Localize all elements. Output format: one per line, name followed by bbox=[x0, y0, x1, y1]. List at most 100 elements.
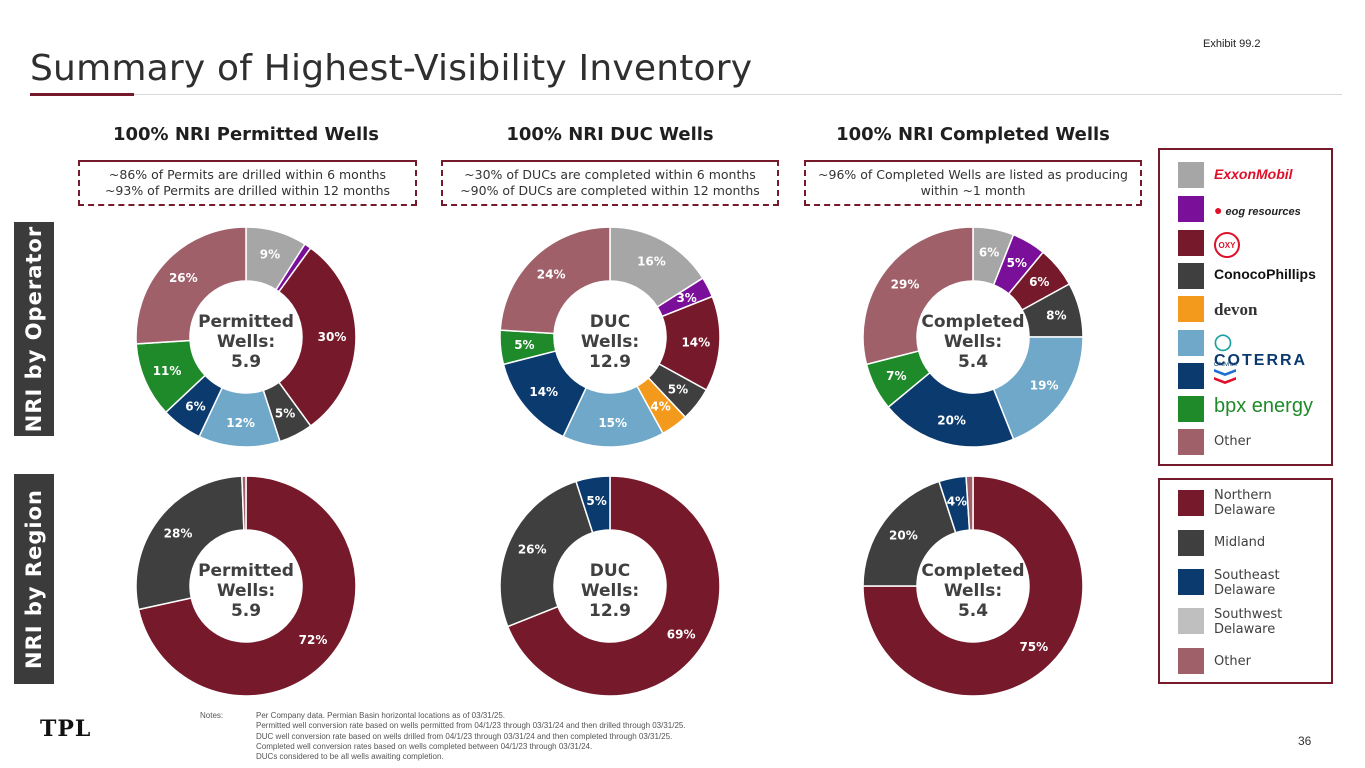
donut-hole bbox=[918, 282, 1028, 392]
page-title: Summary of Highest-Visibility Inventory bbox=[30, 48, 753, 89]
donut-center-label: Permitted bbox=[198, 561, 294, 581]
legend-region-label: Southwest bbox=[1214, 607, 1283, 622]
donut-slice bbox=[137, 475, 357, 697]
donut-slice bbox=[135, 475, 245, 611]
donut-hole bbox=[555, 282, 665, 392]
chevron-logo: Chevron bbox=[1214, 362, 1237, 384]
donut-slice bbox=[277, 246, 357, 428]
legend-other-label: Other bbox=[1214, 434, 1251, 449]
legend-swatch bbox=[1178, 490, 1204, 516]
donut-hole bbox=[191, 531, 301, 641]
donut-center-label: Wells: bbox=[944, 581, 1002, 601]
donut-hole bbox=[918, 531, 1028, 641]
donut-center-label: 5.9 bbox=[231, 601, 261, 621]
slice-label: 6% bbox=[979, 246, 999, 260]
donut-slice bbox=[506, 475, 721, 697]
bpx-energy-logo: bpx energy bbox=[1214, 395, 1313, 417]
donut-center-label: Wells: bbox=[581, 332, 639, 352]
donut-slice bbox=[992, 336, 1084, 441]
notes-label: Notes: bbox=[200, 711, 224, 720]
legend-swatch bbox=[1178, 263, 1204, 289]
legend-swatch bbox=[1178, 569, 1204, 595]
legend-swatch bbox=[1178, 648, 1204, 674]
column-heading-completed: 100% NRI Completed Wells bbox=[836, 124, 1110, 145]
donut-hole bbox=[191, 282, 301, 392]
note-line: ~93% of Permits are drilled within 12 mo… bbox=[104, 183, 391, 198]
donut-center-label: 5.4 bbox=[958, 352, 988, 372]
note-text: Permitted well conversion rate based on … bbox=[256, 721, 686, 731]
legend-swatch bbox=[1178, 608, 1204, 634]
slice-label: 12% bbox=[226, 416, 255, 430]
legend-region-label: Northern bbox=[1214, 488, 1272, 503]
legend-region-label: Delaware bbox=[1214, 622, 1276, 637]
slice-label: 5% bbox=[1007, 256, 1027, 270]
legend-swatch bbox=[1178, 530, 1204, 556]
donut-center-label: Wells: bbox=[217, 332, 275, 352]
note-text: DUCs considered to be all wells awaiting… bbox=[256, 752, 444, 762]
donut-center-label: Permitted bbox=[198, 312, 294, 332]
slice-label: 75% bbox=[1019, 640, 1048, 654]
slice-label: 26% bbox=[518, 542, 547, 556]
row-label-operator: NRI by Operator bbox=[14, 222, 54, 436]
note-text: Completed well conversion rates based on… bbox=[256, 741, 593, 751]
donut-center-label: 12.9 bbox=[589, 352, 631, 372]
legend-swatch bbox=[1178, 330, 1204, 356]
donut-center-label: Completed bbox=[921, 312, 1024, 332]
slice-label: 29% bbox=[891, 277, 920, 291]
eog-drop-icon: ● bbox=[1214, 202, 1223, 218]
coterra-ring-icon: ◯ bbox=[1214, 334, 1234, 351]
donut-slice bbox=[862, 475, 1084, 697]
donut-hole bbox=[555, 531, 665, 641]
notes: Per Company data. Permian Basin horizont… bbox=[256, 711, 686, 762]
slice-label: 14% bbox=[681, 335, 710, 349]
donut-center-label: Wells: bbox=[581, 581, 639, 601]
legend-swatch bbox=[1178, 230, 1204, 256]
column-heading-permitted: 100% NRI Permitted Wells bbox=[112, 124, 379, 145]
chevron-icon-red bbox=[1214, 377, 1236, 384]
note-box-permitted: ~86% of Permits are drilled within 6 mon… bbox=[78, 160, 417, 206]
tpl-logo: TPL bbox=[40, 716, 92, 742]
eog-logo: ● eog resources bbox=[1214, 202, 1301, 218]
page-number: 36 bbox=[1298, 734, 1312, 748]
slice-label: 5% bbox=[275, 407, 295, 421]
note-line: ~30% of DUCs are completed within 6 mont… bbox=[464, 167, 756, 182]
slice-label: 24% bbox=[537, 267, 566, 281]
slice-label: 72% bbox=[299, 633, 328, 647]
note-line: ~90% of DUCs are completed within 12 mon… bbox=[460, 183, 760, 198]
column-heading-duc: 100% NRI DUC Wells bbox=[506, 124, 714, 145]
donut-slice bbox=[135, 226, 247, 345]
legend-region-label: Midland bbox=[1214, 535, 1266, 550]
legend-region-label: Delaware bbox=[1214, 583, 1276, 598]
donut-center-label: Wells: bbox=[944, 332, 1002, 352]
chevron-icon-blue bbox=[1214, 369, 1236, 376]
slice-label: 11% bbox=[153, 364, 182, 378]
note-line: ~96% of Completed Wells are listed as pr… bbox=[818, 167, 1128, 182]
donut-slice bbox=[965, 475, 974, 531]
chevron-label: Chevron bbox=[1214, 362, 1237, 368]
conocophillips-logo: ConocoPhillips bbox=[1214, 266, 1316, 282]
donut-slice bbox=[862, 226, 974, 366]
slice-label: 19% bbox=[1030, 378, 1059, 392]
slice-label: 5% bbox=[668, 383, 688, 397]
legend-region-label: Southeast bbox=[1214, 568, 1280, 583]
devon-logo: devon bbox=[1214, 300, 1258, 319]
legend-operator: ExxonMobil ● eog resources OXY ConocoPhi… bbox=[1158, 148, 1333, 466]
slice-label: 9% bbox=[260, 247, 280, 261]
slice-label: 30% bbox=[318, 330, 347, 344]
legend-swatch bbox=[1178, 363, 1204, 389]
title-divider bbox=[30, 94, 1342, 95]
slice-label: 15% bbox=[598, 416, 627, 430]
legend-swatch bbox=[1178, 396, 1204, 422]
slice-label: 5% bbox=[514, 338, 534, 352]
legend-region: Northern Delaware Midland Southeast Delawa… bbox=[1158, 478, 1333, 684]
donut-center-label: DUC bbox=[590, 312, 630, 332]
slice-label: 26% bbox=[169, 271, 198, 285]
note-text: Per Company data. Permian Basin horizont… bbox=[256, 711, 506, 720]
legend-swatch bbox=[1178, 162, 1204, 188]
legend-region-label: Delaware bbox=[1214, 503, 1276, 518]
slice-label: 20% bbox=[937, 413, 966, 427]
donut-center-label: Wells: bbox=[217, 581, 275, 601]
title-accent-bar bbox=[30, 93, 134, 96]
slice-label: 5% bbox=[586, 494, 606, 508]
